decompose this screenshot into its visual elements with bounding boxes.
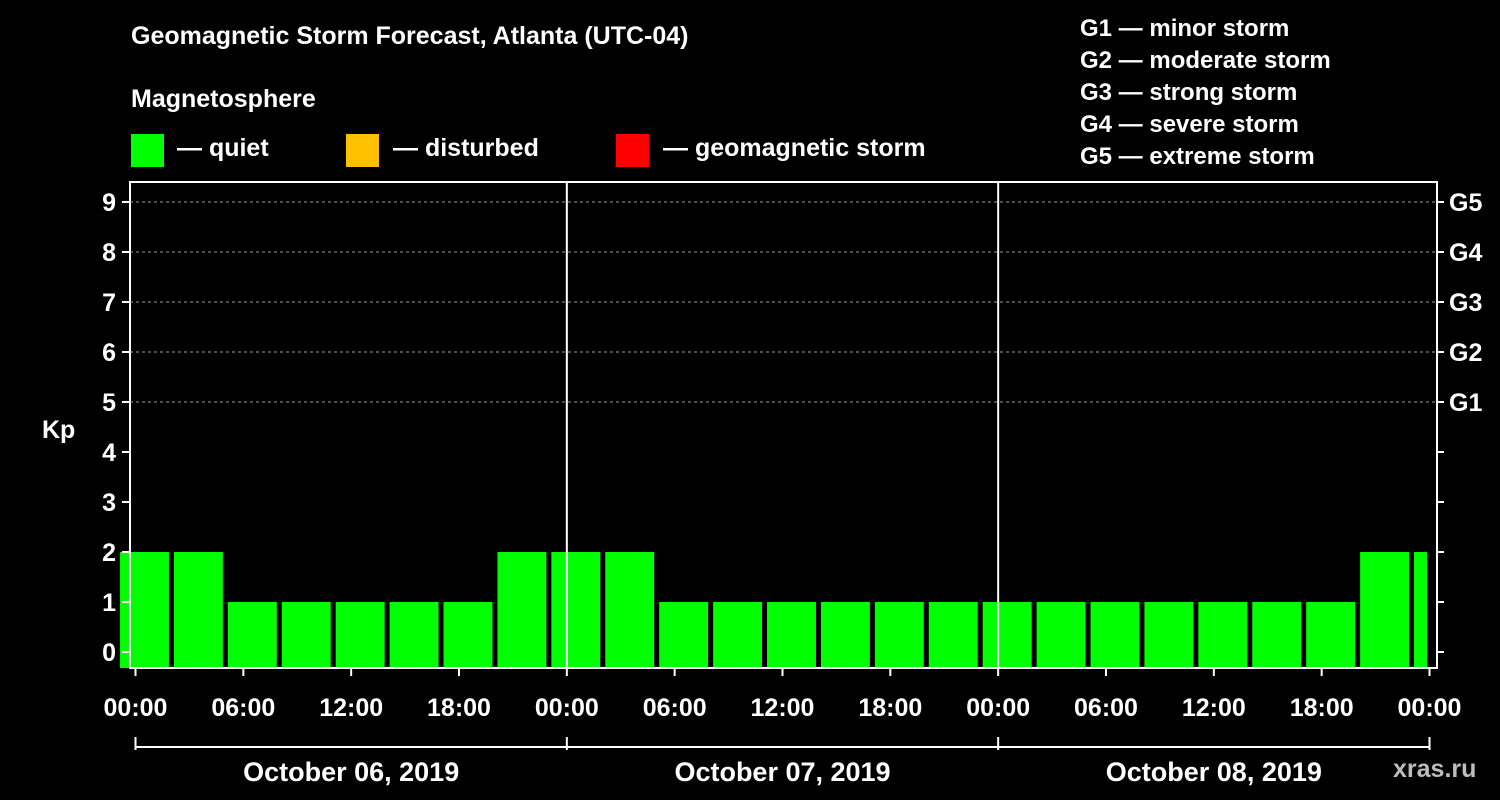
y-tick-label: 4 bbox=[102, 439, 116, 467]
legend-label-quiet: — quiet bbox=[177, 134, 269, 162]
legend-swatch-quiet bbox=[131, 134, 164, 167]
kp-bar bbox=[281, 602, 331, 668]
legend-label-disturbed: — disturbed bbox=[393, 134, 539, 162]
y-tick-label: 7 bbox=[102, 289, 116, 317]
y-tick-label: 8 bbox=[102, 239, 116, 267]
y-tick-label: 6 bbox=[102, 339, 116, 367]
kp-bar bbox=[389, 602, 439, 668]
kp-bar bbox=[1414, 552, 1427, 668]
kp-bar bbox=[928, 602, 978, 668]
g-axis-label: G5 bbox=[1449, 189, 1482, 217]
y-axis-label: Kp bbox=[42, 416, 75, 444]
kp-bar bbox=[1036, 602, 1086, 668]
kp-bar bbox=[227, 602, 277, 668]
g-scale-item-g1: G1 — minor storm bbox=[1080, 15, 1290, 42]
kp-bar bbox=[1144, 602, 1194, 668]
g-axis-label: G4 bbox=[1449, 239, 1482, 267]
x-tick-label: 06:00 bbox=[643, 694, 707, 722]
x-tick-label: 12:00 bbox=[319, 694, 383, 722]
kp-bar bbox=[173, 552, 223, 668]
legend-swatch-disturbed bbox=[346, 134, 379, 167]
kp-bar bbox=[443, 602, 493, 668]
g-scale-item-g5: G5 — extreme storm bbox=[1080, 143, 1315, 170]
g-axis-label: G1 bbox=[1449, 389, 1482, 417]
kp-bar bbox=[767, 602, 816, 668]
kp-bar bbox=[497, 552, 547, 668]
g-scale-item-g4: G4 — severe storm bbox=[1080, 111, 1299, 138]
y-tick-label: 1 bbox=[102, 589, 116, 617]
legend-swatch-storm bbox=[616, 134, 649, 167]
kp-bar bbox=[820, 602, 870, 668]
x-tick-label: 06:00 bbox=[211, 694, 275, 722]
y-tick-label: 5 bbox=[102, 389, 116, 417]
x-tick-label: 12:00 bbox=[751, 694, 815, 722]
kp-bar bbox=[1252, 602, 1302, 668]
plot-frame bbox=[129, 181, 1438, 669]
legend-label-storm: — geomagnetic storm bbox=[663, 134, 926, 162]
y-tick-label: 3 bbox=[102, 489, 116, 517]
date-label: October 08, 2019 bbox=[1106, 757, 1322, 787]
kp-bar bbox=[982, 602, 1032, 668]
date-label: October 06, 2019 bbox=[243, 757, 459, 787]
kp-bar bbox=[1360, 552, 1410, 668]
kp-bar bbox=[1090, 602, 1140, 668]
g-axis-label: G2 bbox=[1449, 339, 1482, 367]
kp-bar bbox=[1198, 602, 1248, 668]
kp-bar bbox=[874, 602, 924, 668]
kp-bar bbox=[551, 552, 601, 668]
x-tick-label: 06:00 bbox=[1074, 694, 1138, 722]
chart-title: Geomagnetic Storm Forecast, Atlanta (UTC… bbox=[131, 22, 689, 50]
x-tick-label: 00:00 bbox=[104, 694, 168, 722]
g-scale-legend: G1 — minor storm G2 — moderate storm G3 … bbox=[1080, 13, 1331, 173]
legend-heading: Magnetosphere bbox=[131, 85, 316, 113]
x-tick-label: 12:00 bbox=[1182, 694, 1246, 722]
x-tick-label: 18:00 bbox=[427, 694, 491, 722]
y-tick-label: 9 bbox=[102, 189, 116, 217]
kp-bar bbox=[659, 602, 709, 668]
x-tick-label: 18:00 bbox=[1290, 694, 1354, 722]
g-scale-item-g2: G2 — moderate storm bbox=[1080, 47, 1331, 74]
y-tick-label: 0 bbox=[102, 639, 116, 667]
date-label: October 07, 2019 bbox=[674, 757, 890, 787]
g-scale-item-g3: G3 — strong storm bbox=[1080, 79, 1298, 106]
g-axis-label: G3 bbox=[1449, 289, 1482, 317]
watermark: xras.ru bbox=[1393, 755, 1477, 783]
kp-bar bbox=[335, 602, 385, 668]
kp-bar bbox=[1306, 602, 1356, 668]
y-tick-label: 2 bbox=[102, 539, 116, 567]
x-tick-label: 18:00 bbox=[858, 694, 922, 722]
x-tick-label: 00:00 bbox=[966, 694, 1030, 722]
kp-bar bbox=[605, 552, 655, 668]
x-tick-label: 00:00 bbox=[535, 694, 599, 722]
x-tick-label: 00:00 bbox=[1398, 694, 1462, 722]
kp-bar bbox=[713, 602, 763, 668]
kp-bar bbox=[120, 552, 169, 668]
